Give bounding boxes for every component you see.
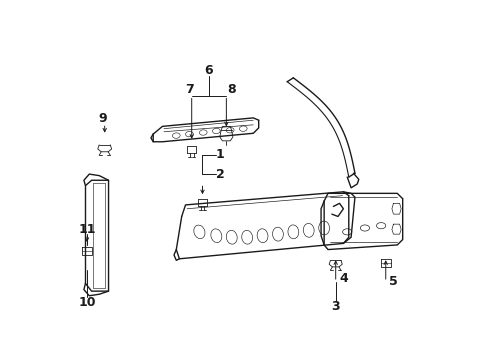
Text: 2: 2 bbox=[215, 168, 224, 181]
Text: 3: 3 bbox=[331, 300, 339, 313]
Text: 7: 7 bbox=[184, 83, 193, 96]
Text: 5: 5 bbox=[388, 275, 397, 288]
Text: 1: 1 bbox=[215, 148, 224, 161]
Text: 6: 6 bbox=[204, 64, 213, 77]
Text: 9: 9 bbox=[98, 112, 106, 125]
Text: 10: 10 bbox=[78, 296, 96, 309]
Text: 11: 11 bbox=[78, 223, 96, 236]
Text: 4: 4 bbox=[338, 271, 347, 284]
Text: 8: 8 bbox=[227, 83, 236, 96]
